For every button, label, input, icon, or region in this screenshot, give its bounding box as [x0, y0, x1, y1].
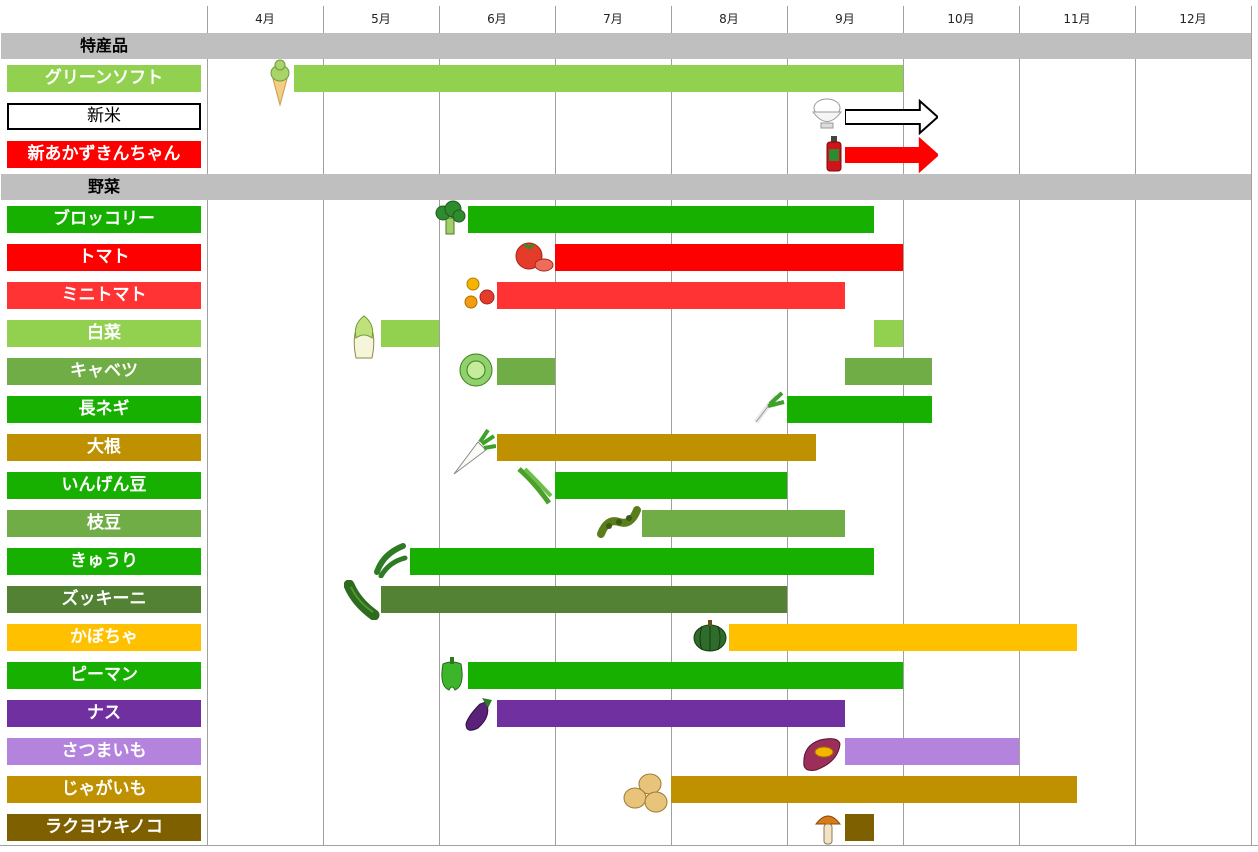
grid-line-vertical [323, 6, 324, 845]
section-label: 特産品 [79, 36, 128, 55]
season-bar [845, 738, 1019, 765]
season-bar [555, 244, 903, 271]
crop-label: ラクヨウキノコ [7, 814, 201, 841]
grid-line-vertical [439, 6, 440, 845]
broccoli-icon [433, 200, 467, 240]
crop-label: トマト [7, 244, 201, 271]
grid-line-vertical [671, 6, 672, 845]
grid-line-vertical [207, 6, 208, 845]
season-bar [497, 434, 816, 461]
month-label: 4月 [255, 12, 275, 26]
grid-line-vertical [787, 6, 788, 845]
season-bar [294, 65, 903, 92]
season-bar [642, 510, 845, 537]
crop-label: 長ネギ [7, 396, 201, 423]
sweet-potato-icon [798, 732, 844, 778]
mushroom-icon [812, 808, 844, 852]
section-label: 野菜 [87, 177, 120, 196]
juice-bottle-icon [824, 135, 844, 177]
month-label: 11月 [1063, 12, 1091, 26]
edamame-icon [597, 504, 641, 544]
crop-label: じゃがいも [7, 776, 201, 803]
section-band [1, 33, 1251, 59]
cabbage-icon [456, 352, 496, 392]
crop-label: 枝豆 [7, 510, 201, 537]
season-bar [845, 358, 932, 385]
cucumber-icon [373, 542, 409, 582]
crop-label: 新米 [7, 103, 201, 130]
ice-cream-icon [267, 59, 293, 111]
crop-label: ズッキーニ [7, 586, 201, 613]
month-label: 7月 [603, 12, 623, 26]
crop-label: ナス [7, 700, 201, 727]
season-bar [381, 586, 787, 613]
crop-label: さつまいも [7, 738, 201, 765]
crop-label: ピーマン [7, 662, 201, 689]
grid-line-vertical [1251, 6, 1252, 845]
daikon-icon [450, 428, 497, 480]
season-arrow [845, 137, 938, 173]
season-bar [497, 282, 845, 309]
section-band [1, 174, 1251, 200]
season-bar [497, 358, 555, 385]
green-onion-icon [750, 390, 786, 430]
grid-line-vertical [903, 6, 904, 845]
season-bar [874, 320, 903, 347]
rice-bowl-icon [810, 97, 844, 135]
eggplant-icon [462, 694, 496, 738]
grid-line-bottom [0, 845, 1258, 846]
crop-label: 大根 [7, 434, 201, 461]
mini-tomato-icon [462, 276, 496, 316]
potato-icon [620, 770, 670, 818]
month-label: 12月 [1179, 12, 1207, 26]
crop-label: キャベツ [7, 358, 201, 385]
month-label: 9月 [835, 12, 855, 26]
season-bar [555, 472, 787, 499]
crop-label: ブロッコリー [7, 206, 201, 233]
crop-label: 白菜 [7, 320, 201, 347]
pumpkin-icon [692, 618, 728, 658]
season-bar [787, 396, 932, 423]
month-label: 6月 [487, 12, 507, 26]
crop-label: いんげん豆 [7, 472, 201, 499]
grid-line-vertical [1019, 6, 1020, 845]
season-bar [468, 206, 874, 233]
crop-label: 新あかずきんちゃん [7, 141, 201, 168]
crop-label: かぼちゃ [7, 624, 201, 651]
crop-label: ミニトマト [7, 282, 201, 309]
napa-cabbage-icon [348, 314, 380, 366]
season-bar [381, 320, 439, 347]
crop-label: グリーンソフト [7, 65, 201, 92]
crop-label: きゅうり [7, 548, 201, 575]
grid-line-vertical [1135, 6, 1136, 845]
season-bar [410, 548, 874, 575]
green-pepper-icon [437, 656, 467, 696]
season-arrow [845, 99, 938, 135]
grid-line-vertical [555, 6, 556, 845]
season-bar [845, 814, 874, 841]
zucchini-icon [343, 579, 380, 624]
tomato-icon [514, 238, 554, 278]
season-bar [468, 662, 903, 689]
season-bar [729, 624, 1077, 651]
green-bean-icon [516, 466, 554, 510]
month-label: 10月 [947, 12, 975, 26]
month-label: 8月 [719, 12, 739, 26]
season-bar [671, 776, 1077, 803]
month-label: 5月 [371, 12, 391, 26]
season-bar [497, 700, 845, 727]
